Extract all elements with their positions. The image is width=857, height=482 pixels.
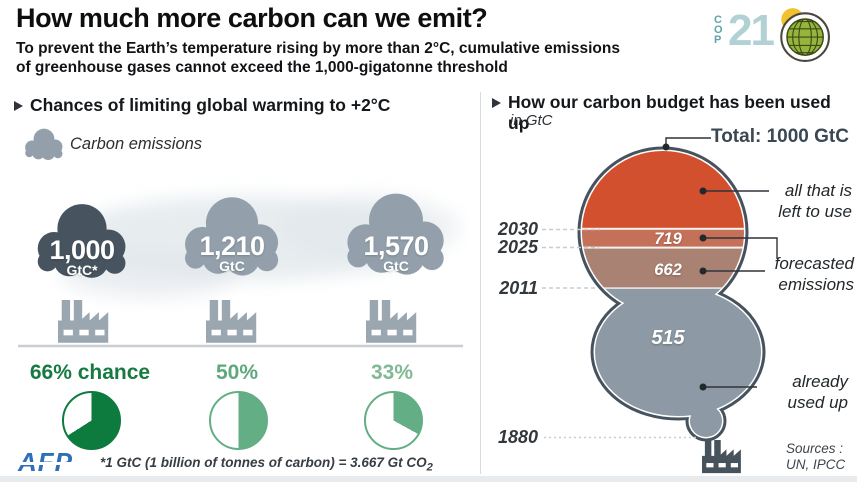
callout-used-up-line2: used up: [787, 392, 849, 412]
year-2011: 2011: [499, 278, 538, 298]
page-subtitle: To prevent the Earth’s temperature risin…: [16, 39, 620, 77]
scenario-2-cloud-value: 1,210 GtC: [182, 233, 282, 274]
total-label: Total: 1000 GtC: [711, 126, 849, 147]
footnote: *1 GtC (1 billion of tonnes of carbon) =…: [100, 455, 440, 474]
callout-used-up: already used up: [762, 372, 849, 413]
footer-strip: [0, 476, 857, 482]
cop21-cop-text: COP: [714, 14, 725, 46]
callout-left-to-use-line2: left to use: [778, 201, 852, 221]
callout-left-to-use: all that is left to use: [766, 181, 852, 222]
scenario-1-amount: 1,000: [49, 235, 115, 265]
chance-label-50: 50%: [215, 361, 259, 384]
callout-forecasted-line2: emissions: [778, 274, 854, 294]
scenario-3-amount: 1,570: [363, 231, 429, 261]
pie-chart-50: [209, 391, 268, 450]
page-title: How much more carbon can we emit?: [16, 3, 488, 33]
emissions-scene: [18, 193, 463, 348]
subtitle-line-1: To prevent the Earth’s temperature risin…: [16, 40, 620, 57]
sources-line2: UN, IPCC: [786, 457, 846, 472]
cop21-number: 21: [728, 6, 775, 55]
afp-logo-strike: [19, 462, 89, 465]
afp-logo: AFP: [18, 449, 89, 476]
year-leader-lines: [542, 228, 696, 439]
globe-icon: [773, 5, 831, 68]
scenario-3-cloud-value: 1,570 GtC: [346, 233, 446, 274]
scenario-2-unit: GtC: [219, 258, 245, 274]
pie-chart-66: [62, 391, 121, 450]
sources-note: Sources : UN, IPCC: [786, 441, 845, 473]
right-panel-heading: How our carbon budget has been used up: [508, 92, 831, 133]
callout-forecasted-line1: forecasted: [774, 254, 854, 273]
subtitle-line-2: of greenhouse gases cannot exceed the 1,…: [16, 59, 508, 76]
value-515: 515: [651, 327, 685, 349]
year-1880: 1880: [497, 427, 538, 447]
panel-divider: [480, 92, 481, 474]
scenario-1-unit: GtC*: [66, 262, 98, 278]
cop21-logo: COP 21: [714, 5, 831, 68]
band-719: [582, 229, 761, 248]
chance-label-33: 33%: [370, 361, 414, 384]
callout-used-up-line1: already: [792, 372, 848, 391]
callout-forecasted: forecasted emissions: [768, 254, 854, 295]
factory-icon-2: [206, 300, 257, 343]
footnote-subscript: 2: [426, 461, 433, 474]
bullet-triangle-icon: [14, 101, 23, 111]
bullet-triangle-icon: [492, 98, 501, 108]
footnote-text: *1 GtC (1 billion of tonnes of carbon) =…: [100, 455, 427, 470]
callout-dots: [662, 143, 707, 391]
factory-icon-3: [366, 300, 417, 343]
scenario-2-amount: 1,210: [199, 231, 265, 261]
year-2030: 2030: [497, 219, 538, 239]
scenario-3-unit: GtC: [383, 258, 409, 274]
legend-label: Carbon emissions: [70, 135, 203, 153]
left-panel-heading: Chances of limiting global warming to +2…: [30, 95, 391, 115]
year-2025: 2025: [497, 237, 538, 257]
carbon-budget-balloon: [542, 137, 778, 474]
sources-line1: Sources :: [786, 441, 844, 456]
factory-icon-1: [58, 300, 109, 343]
scenario-1-cloud-value: 1,000 GtC*: [32, 237, 132, 278]
value-719: 719: [654, 229, 682, 248]
value-662: 662: [654, 261, 682, 279]
pie-chart-33: [364, 391, 423, 450]
unit-note: in GtC: [510, 112, 553, 129]
factory-icon-dark: [702, 440, 741, 474]
callout-left-to-use-line1: all that is: [784, 181, 852, 200]
chance-label-66: 66% chance: [29, 361, 151, 384]
